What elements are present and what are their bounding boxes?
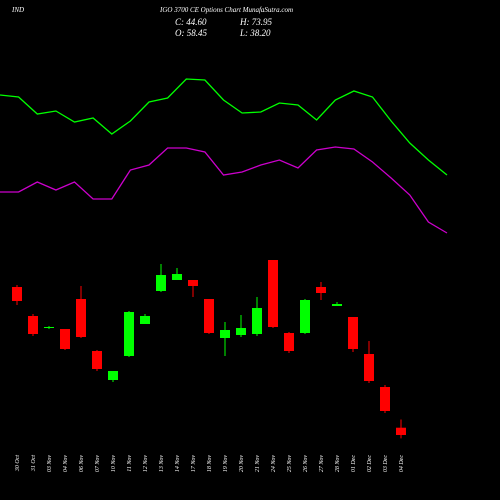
summary-high: H: 73.95 [239, 17, 272, 27]
x-tick-label: 04 Dec [398, 455, 405, 472]
candle-body [316, 287, 326, 293]
x-tick-label: 28 Nov [335, 455, 341, 473]
candle-body [60, 329, 70, 349]
x-tick-label: 25 Nov [287, 455, 293, 473]
x-tick-label: 14 Nov [174, 455, 181, 473]
chart-title: IGO 3700 CE Options Chart MunafaSutra.co… [159, 6, 293, 14]
x-tick-label: 03 Nov [47, 455, 53, 473]
candle-body [156, 275, 166, 291]
candle-body [108, 371, 118, 380]
candle-body [396, 427, 406, 435]
x-tick-label: 01 Dec [351, 455, 357, 472]
x-tick-label: 11 Nov [127, 455, 133, 472]
summary-open: O: 58.45 [175, 28, 207, 38]
x-tick-label: 31 Oct [31, 455, 37, 472]
line-series [0, 78, 448, 176]
candle-body [332, 304, 342, 306]
candle-body [172, 274, 182, 280]
candle-body [44, 327, 54, 328]
x-tick-label: 30 Oct [15, 455, 21, 472]
x-tick-label: 17 Nov [191, 455, 197, 473]
candle-body [348, 317, 358, 349]
candle-body [364, 354, 374, 381]
x-tick-label: 18 Nov [207, 455, 213, 473]
candle-body [204, 299, 214, 333]
summary-low: L: 38.20 [239, 28, 271, 38]
candle-body [76, 299, 86, 337]
x-tick-label: 06 Nov [79, 455, 85, 473]
x-tick-label: 10 Nov [111, 455, 117, 473]
candle-body [92, 351, 102, 369]
candle-body [140, 316, 150, 324]
x-tick-label: 12 Nov [143, 455, 149, 473]
candle-body [124, 312, 134, 356]
candle-body [252, 308, 262, 334]
candle-body [268, 260, 278, 327]
candle-body [236, 328, 246, 335]
candle-body [12, 287, 22, 301]
chart-title-left: IND [11, 6, 24, 14]
x-tick-label: 19 Nov [223, 455, 229, 473]
x-tick-label: 20 Nov [239, 455, 245, 473]
candle-body [28, 316, 38, 334]
candle-body [380, 387, 390, 411]
candle-body [284, 333, 294, 351]
x-tick-label: 27 Nov [319, 455, 325, 473]
x-tick-label: 24 Nov [270, 455, 277, 473]
candle-body [220, 330, 230, 338]
x-tick-label: 13 Nov [159, 455, 165, 473]
x-tick-label: 07 Nov [95, 455, 101, 473]
candle-body [300, 300, 310, 333]
x-tick-label: 02 Dec [367, 455, 373, 472]
x-tick-label: 26 Nov [303, 455, 309, 473]
candle-body [188, 280, 198, 286]
summary-close: C: 44.60 [175, 17, 207, 27]
x-tick-label: 03 Dec [383, 455, 389, 472]
line-series [0, 146, 448, 234]
x-tick-label: 04 Nov [62, 455, 69, 473]
x-tick-label: 21 Nov [255, 455, 261, 473]
